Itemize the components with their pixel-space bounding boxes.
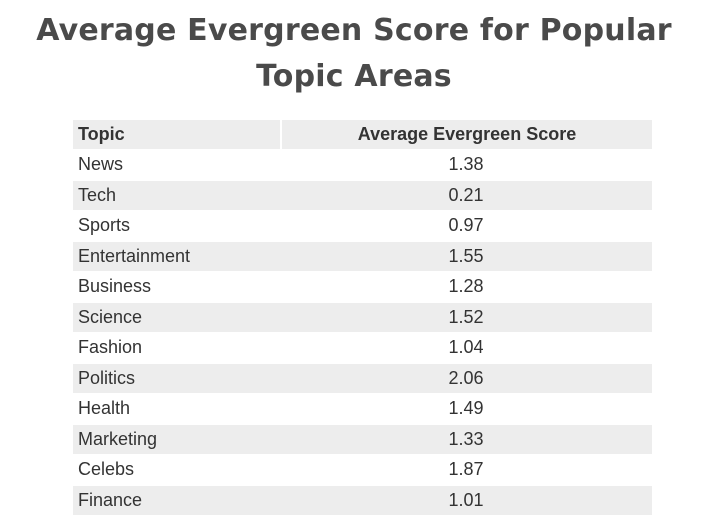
table-row: Politics 2.06 bbox=[73, 364, 652, 393]
cell-topic: Tech bbox=[73, 181, 280, 210]
cell-score: 1.87 bbox=[280, 455, 652, 484]
table-header: Topic Average Evergreen Score bbox=[73, 120, 652, 149]
evergreen-score-table: Topic Average Evergreen Score News 1.38 Te… bbox=[73, 118, 652, 517]
table-row: Tech 0.21 bbox=[73, 181, 652, 210]
table-body: News 1.38 Tech 0.21 Sports 0.97 Entertainment 1… bbox=[73, 150, 652, 515]
cell-topic: News bbox=[73, 150, 280, 179]
table-row: Celebs 1.87 bbox=[73, 455, 652, 484]
cell-topic: Sports bbox=[73, 211, 280, 240]
cell-topic: Marketing bbox=[73, 425, 280, 454]
table-row: Business 1.28 bbox=[73, 272, 652, 301]
table-row: Science 1.52 bbox=[73, 303, 652, 332]
cell-score: 0.21 bbox=[280, 181, 652, 210]
cell-score: 1.28 bbox=[280, 272, 652, 301]
cell-topic: Entertainment bbox=[73, 242, 280, 271]
cell-score: 1.33 bbox=[280, 425, 652, 454]
cell-score: 0.97 bbox=[280, 211, 652, 240]
table-row: Entertainment 1.55 bbox=[73, 242, 652, 271]
cell-topic: Business bbox=[73, 272, 280, 301]
cell-topic: Fashion bbox=[73, 333, 280, 362]
cell-topic: Celebs bbox=[73, 455, 280, 484]
table-row: Sports 0.97 bbox=[73, 211, 652, 240]
cell-score: 1.49 bbox=[280, 394, 652, 423]
column-header-topic: Topic bbox=[73, 120, 280, 149]
cell-score: 1.55 bbox=[280, 242, 652, 271]
cell-score: 2.06 bbox=[280, 364, 652, 393]
cell-score: 1.52 bbox=[280, 303, 652, 332]
column-header-score: Average Evergreen Score bbox=[280, 120, 652, 149]
cell-topic: Politics bbox=[73, 364, 280, 393]
table-row: Fashion 1.04 bbox=[73, 333, 652, 362]
table-row: News 1.38 bbox=[73, 150, 652, 179]
table-row: Finance 1.01 bbox=[73, 486, 652, 515]
chart-title: Average Evergreen Score for Popular Topi… bbox=[36, 13, 672, 94]
cell-topic: Finance bbox=[73, 486, 280, 515]
header-row: Topic Average Evergreen Score bbox=[73, 120, 652, 149]
cell-score: 1.38 bbox=[280, 150, 652, 179]
data-table-container: Topic Average Evergreen Score News 1.38 Te… bbox=[73, 118, 652, 517]
cell-topic: Science bbox=[73, 303, 280, 332]
cell-score: 1.01 bbox=[280, 486, 652, 515]
table-row: Health 1.49 bbox=[73, 394, 652, 423]
cell-topic: Health bbox=[73, 394, 280, 423]
table-row: Marketing 1.33 bbox=[73, 425, 652, 454]
cell-score: 1.04 bbox=[280, 333, 652, 362]
